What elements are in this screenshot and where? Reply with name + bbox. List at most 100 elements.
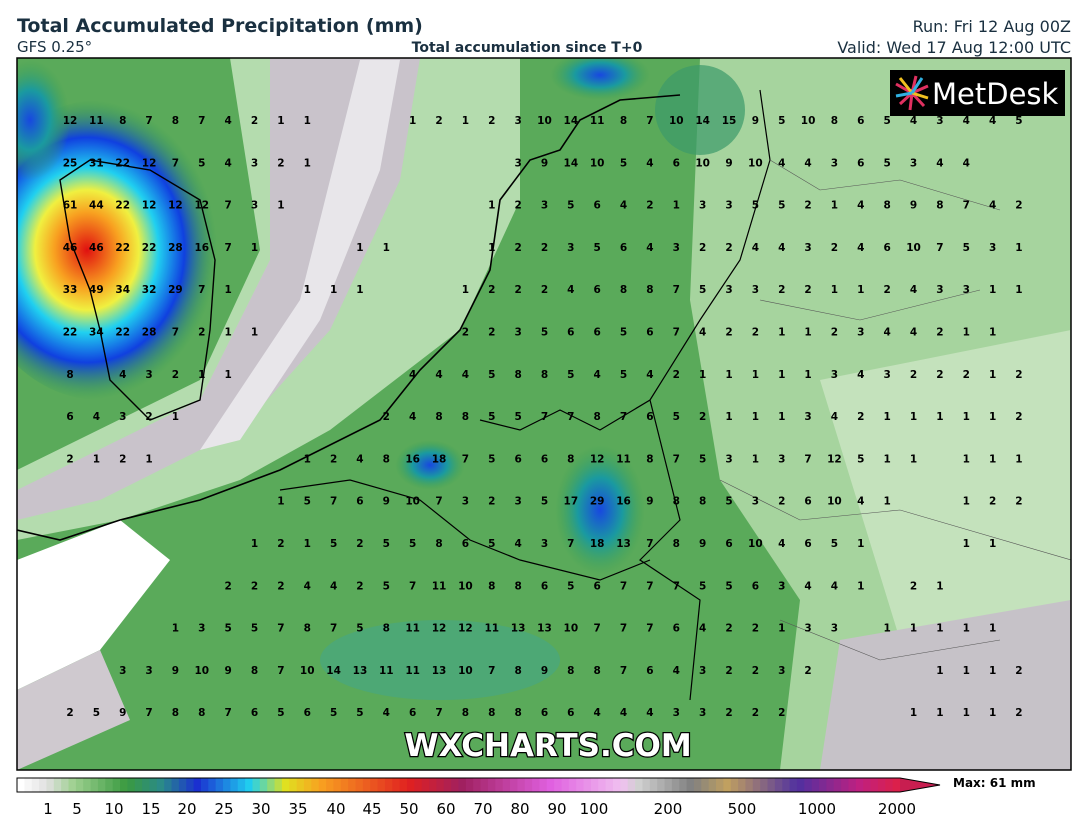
- grid-value: 8: [435, 411, 442, 423]
- colorbar-swatch: [767, 778, 776, 792]
- colorbar-swatch: [193, 778, 202, 792]
- colorbar-swatch: [171, 778, 180, 792]
- grid-value: 5: [752, 200, 759, 212]
- grid-value: 5: [304, 496, 311, 508]
- grid-value: 2: [277, 538, 284, 550]
- colorbar-swatch: [642, 778, 651, 792]
- colorbar-arrow: [900, 778, 940, 792]
- colorbar-label: 2000: [878, 800, 916, 818]
- colorbar-swatch: [561, 778, 570, 792]
- grid-value: 7: [488, 665, 495, 677]
- grid-value: 10: [405, 496, 420, 508]
- grid-value: 1: [963, 707, 970, 719]
- grid-value: 9: [383, 496, 390, 508]
- grid-value: 4: [409, 411, 416, 423]
- grid-value: 2: [1015, 411, 1022, 423]
- grid-value: 5: [356, 623, 363, 635]
- colorbar-swatch: [686, 778, 695, 792]
- grid-value: 8: [646, 284, 653, 296]
- grid-value: 2: [356, 538, 363, 550]
- grid-value: 4: [699, 623, 706, 635]
- grid-value: 3: [725, 200, 732, 212]
- colorbar-swatch: [245, 778, 253, 792]
- grid-value: 2: [778, 707, 785, 719]
- grid-value: 14: [564, 157, 579, 169]
- colorbar-label: 1: [43, 800, 53, 818]
- colorbar-swatch: [774, 778, 783, 792]
- grid-value: 3: [725, 284, 732, 296]
- grid-value: 6: [409, 707, 416, 719]
- grid-value: 4: [356, 453, 363, 465]
- grid-value: 61: [63, 200, 78, 212]
- colorbar-swatch: [598, 778, 607, 792]
- grid-value: 3: [567, 242, 574, 254]
- grid-value: 7: [330, 623, 337, 635]
- colorbar-swatch: [657, 778, 666, 792]
- grid-value: 5: [567, 369, 574, 381]
- grid-value: 3: [778, 580, 785, 592]
- grid-value: 5: [778, 200, 785, 212]
- grid-value: 2: [725, 623, 732, 635]
- grid-value: 18: [590, 538, 605, 550]
- channel-edge: [17, 650, 130, 770]
- grid-value: 4: [857, 242, 864, 254]
- grid-value: 4: [646, 707, 653, 719]
- grid-value: 6: [646, 327, 653, 339]
- colorbar-swatch: [465, 778, 474, 792]
- grid-value: 8: [514, 665, 521, 677]
- colorbar-swatch: [223, 778, 231, 792]
- colorbar-swatch: [841, 778, 849, 792]
- grid-value: 10: [590, 157, 605, 169]
- grid-value: 3: [831, 369, 838, 381]
- colorbar-swatch: [877, 778, 886, 792]
- grid-value: 2: [857, 411, 864, 423]
- grid-value: 8: [172, 707, 179, 719]
- colorbar-swatch: [31, 778, 40, 792]
- colorbar-swatch: [112, 778, 121, 792]
- colorbar-label: 70: [473, 800, 492, 818]
- grid-value: 5: [1015, 115, 1022, 127]
- grid-value: 5: [488, 538, 495, 550]
- grid-values: 12 11 8 7 8 7 4 2 1 1 1 2 1 2 3 10 14 11 8 7 10 14 15 9 5 10 8 6 5 4 3…: [63, 115, 1023, 719]
- colorbar-swatch: [230, 778, 239, 792]
- grid-value: 1: [884, 496, 891, 508]
- grid-value: 1: [989, 623, 996, 635]
- grid-value: 2: [752, 623, 759, 635]
- colorbar-swatch: [693, 778, 702, 792]
- sea-dry: [17, 58, 420, 520]
- grid-value: 4: [646, 369, 653, 381]
- colorbar-swatch: [164, 778, 173, 792]
- grid-value: 2: [673, 369, 680, 381]
- colorbar-swatch: [105, 778, 114, 792]
- grid-value: 8: [831, 115, 838, 127]
- grid-value: 4: [857, 496, 864, 508]
- grid-value: 2: [225, 580, 232, 592]
- grid-value: 2: [541, 284, 548, 296]
- colorbar-swatch: [406, 778, 415, 792]
- grid-value: 10: [300, 665, 315, 677]
- colorbar-label: 500: [728, 800, 757, 818]
- grid-value: 1: [304, 115, 311, 127]
- grid-value: 12: [590, 453, 605, 465]
- border: [279, 89, 771, 701]
- colorbar-outline: [16, 777, 941, 793]
- colorbar-swatch: [885, 778, 894, 792]
- grid-value: 1: [699, 369, 706, 381]
- grid-value: 2: [804, 284, 811, 296]
- colorbar-swatch: [568, 778, 577, 792]
- grid-value: 3: [514, 327, 521, 339]
- grid-value: 1: [989, 284, 996, 296]
- grid-value: 16: [194, 242, 209, 254]
- colorbar-swatch: [200, 778, 209, 792]
- grid-value: 3: [963, 284, 970, 296]
- grid-value: 9: [699, 538, 706, 550]
- grid-value: 7: [620, 665, 627, 677]
- grid-value: 8: [488, 580, 495, 592]
- grid-value: 1: [383, 242, 390, 254]
- grid-value: 10: [695, 157, 710, 169]
- grid-value: 7: [620, 580, 627, 592]
- dry-area: [820, 600, 1071, 770]
- colorbar-swatch: [252, 778, 261, 792]
- grid-value: 3: [119, 411, 126, 423]
